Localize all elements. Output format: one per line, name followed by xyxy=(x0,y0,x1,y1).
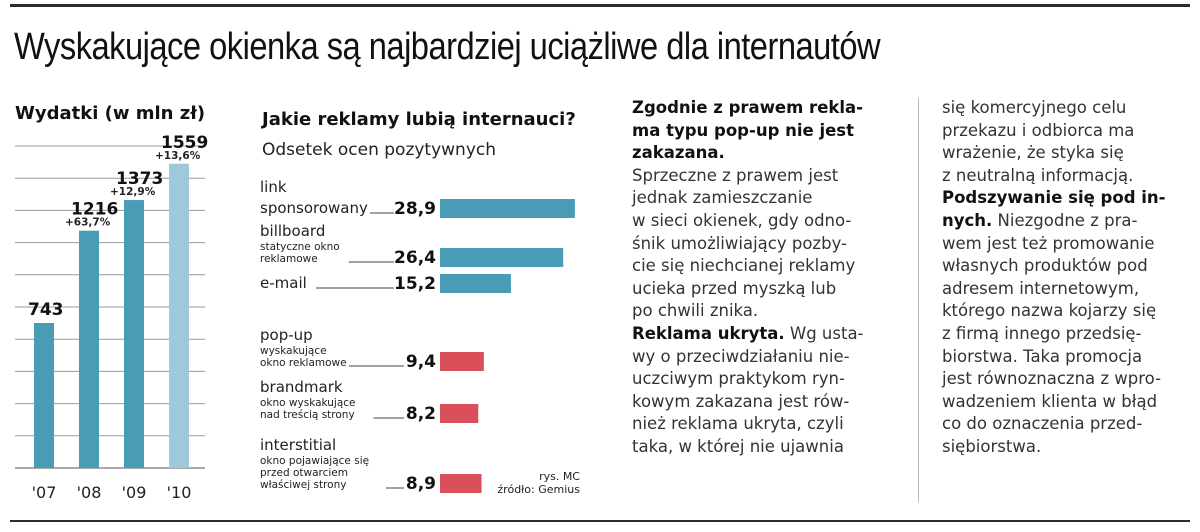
source-credit: rys. MC źródło: Gemius xyxy=(480,470,580,496)
column-divider xyxy=(918,98,919,502)
preference-bar xyxy=(440,248,564,267)
headline: Wyskakujące okienka są najbardziej uciąż… xyxy=(14,26,881,68)
spending-chart: 743 '07 1216+63,7% '08 1373+12,9% '09 1559+13,… xyxy=(15,133,208,502)
category-label: billboard xyxy=(260,222,325,240)
bar-value-label: 1216 xyxy=(71,200,118,220)
article-column-2: się komercyjnego celu przekazu i odbiorc… xyxy=(942,97,1192,459)
article-paragraph: Podszywanie się pod in- nych. Niezgodne … xyxy=(942,187,1192,458)
article-paragraph: Reklama ukryta. Wg usta- wy o przeciwdzi… xyxy=(632,323,902,459)
spending-bar xyxy=(79,230,99,468)
bar-growth-label: +12,9% xyxy=(110,186,156,198)
category-label: pop-up xyxy=(260,326,313,344)
spending-bar xyxy=(124,200,144,468)
spending-bar xyxy=(34,323,54,468)
bottom-rule xyxy=(10,520,1190,522)
credit-source: źródło: Gemius xyxy=(497,483,580,496)
category-note: statyczne okno xyxy=(260,241,340,253)
bar-value-label: 28,9 xyxy=(394,199,436,219)
category-note: nad treścią strony xyxy=(260,409,355,421)
x-tick-label: '10 xyxy=(167,483,192,502)
bar-value-label: 1559 xyxy=(161,133,208,153)
bar-growth-label: +63,7% xyxy=(65,217,111,229)
preference-chart-subtitle: Odsetek ocen pozytywnych xyxy=(262,140,497,160)
category-label: e-mail xyxy=(260,274,307,292)
bar-value-label: 8,2 xyxy=(406,404,436,424)
spending-chart-title: Wydatki (w mln zł) xyxy=(15,103,206,124)
category-label: link xyxy=(260,178,287,196)
paragraph-text: Niezgodne z pra- wem jest też promowanie… xyxy=(942,210,1162,456)
category-label: interstitial xyxy=(260,436,336,454)
preference-bar xyxy=(440,274,511,293)
bar-value-label: 743 xyxy=(28,300,64,320)
paragraph-lead: Zgodnie z prawem rekla- ma typu pop-up n… xyxy=(632,98,863,163)
category-note: wyskakujące xyxy=(260,345,327,357)
bar-value-label: 15,2 xyxy=(394,274,436,294)
preference-bar xyxy=(440,352,484,371)
bar-value-label: 9,4 xyxy=(406,352,436,372)
bar-growth-label: +13,6% xyxy=(155,150,201,162)
x-tick-label: '09 xyxy=(122,483,147,502)
paragraph-text: Sprzeczne z prawem jest jednak zamieszcz… xyxy=(632,165,856,321)
category-note: okno pojawiające się xyxy=(260,455,369,467)
paragraph-text: się komercyjnego celu przekazu i odbiorc… xyxy=(942,98,1135,185)
category-note: okno reklamowe xyxy=(260,357,347,369)
credit-author: rys. MC xyxy=(539,470,580,483)
paragraph-lead: Reklama ukryta. xyxy=(632,323,785,343)
bar-value-label: 8,9 xyxy=(406,474,436,494)
paragraph-lead: Podszywanie się pod in- nych. xyxy=(942,188,1166,230)
paragraph-text: Wg usta- wy o przeciwdziałaniu nie- uczc… xyxy=(632,323,864,456)
preference-chart-title: Jakie reklamy lubią internauci? xyxy=(262,109,576,130)
category-note: przed otwarciem xyxy=(260,467,348,479)
x-tick-label: '08 xyxy=(77,483,102,502)
category-note: okno wyskakujące xyxy=(260,397,356,409)
article-paragraph: Zgodnie z prawem rekla- ma typu pop-up n… xyxy=(632,97,902,323)
preference-bar xyxy=(440,474,482,493)
bar-value-label: 26,4 xyxy=(394,248,436,268)
category-label: sponsorowany xyxy=(260,199,368,217)
preference-bar xyxy=(440,404,479,423)
category-note: reklamowe xyxy=(260,253,318,265)
article-column-1: Zgodnie z prawem rekla- ma typu pop-up n… xyxy=(632,97,902,459)
x-tick-label: '07 xyxy=(32,483,57,502)
preference-bar xyxy=(440,199,575,218)
category-label: brandmark xyxy=(260,378,343,396)
bar-value-label: 1373 xyxy=(116,169,163,189)
article-paragraph: się komercyjnego celu przekazu i odbiorc… xyxy=(942,97,1192,187)
category-note: właściwej strony xyxy=(260,479,346,491)
top-rule xyxy=(10,4,1190,7)
spending-bar xyxy=(169,163,189,468)
